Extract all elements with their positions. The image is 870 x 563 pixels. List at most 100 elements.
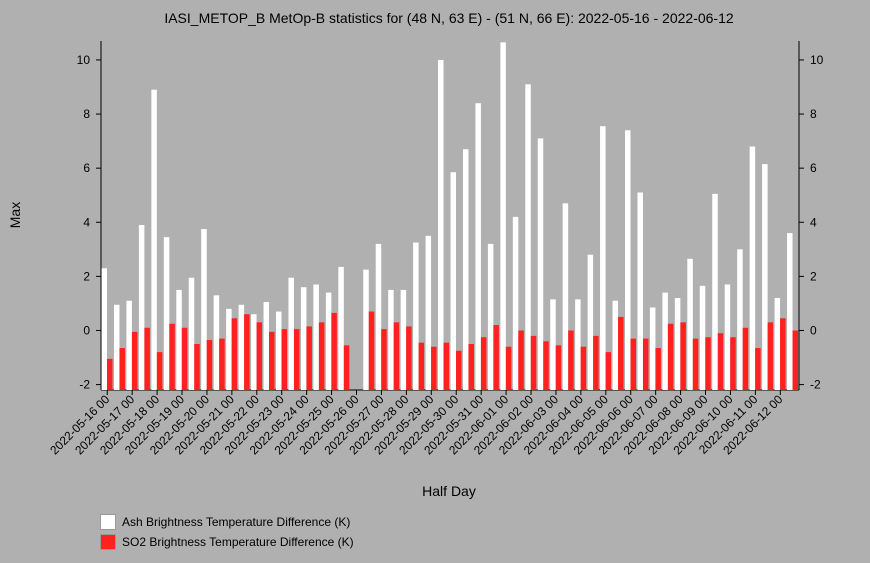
bar-so2 [468, 344, 474, 390]
bar-ash [338, 266, 344, 390]
chart-title: IASI_METOP_B MetOp-B statistics for (48 … [164, 10, 734, 26]
bar-ash [288, 277, 294, 390]
bar-ash [400, 289, 407, 390]
bar-so2 [680, 322, 686, 390]
bar-ash [251, 314, 257, 390]
bar-so2 [580, 346, 587, 390]
bar-so2 [792, 330, 799, 390]
y-tick-label-left: 6 [83, 161, 90, 175]
bar-ash [413, 242, 419, 390]
bar-so2 [368, 311, 375, 390]
bar-so2 [593, 335, 599, 390]
bar-ash [637, 192, 643, 390]
bar-so2 [780, 318, 786, 390]
legend: Ash Brightness Temperature Difference (K… [100, 512, 354, 552]
y-tick-label-right: 4 [810, 215, 817, 229]
legend-label-ash: Ash Brightness Temperature Difference (K… [122, 515, 351, 529]
bar-so2 [181, 327, 188, 390]
y-tick-label-left: 0 [83, 323, 90, 337]
bar-so2 [269, 331, 275, 390]
legend-item-so2: SO2 Brightness Temperature Difference (K… [100, 532, 354, 552]
bar-so2 [605, 352, 612, 390]
legend-label-so2: SO2 Brightness Temperature Difference (K… [122, 535, 354, 549]
bar-so2 [667, 323, 674, 390]
bar-so2 [406, 326, 412, 390]
bar-so2 [244, 314, 250, 390]
bar-so2 [642, 338, 649, 390]
bar-so2 [194, 344, 200, 390]
bar-so2 [231, 318, 238, 390]
y-tick-label-right: 6 [810, 161, 817, 175]
bar-ash [774, 298, 781, 390]
bar-ash [500, 42, 506, 390]
y-tick-label-right: 2 [810, 269, 817, 283]
bar-so2 [543, 341, 549, 390]
bar-so2 [717, 333, 724, 390]
bar-ash [525, 84, 531, 391]
bar-ash [712, 193, 718, 390]
bar-so2 [293, 329, 300, 390]
bar-so2 [343, 345, 350, 390]
bar-so2 [767, 322, 774, 390]
bar-ash [587, 254, 594, 390]
x-axis-title: Half Day [422, 483, 476, 499]
bar-so2 [618, 316, 624, 390]
bar-so2 [443, 342, 450, 390]
bar-ash [300, 287, 307, 390]
bar-ash [562, 203, 569, 390]
bar-so2 [107, 358, 113, 390]
bar-so2 [568, 330, 574, 390]
bar-ash [625, 130, 631, 391]
bar-ash [612, 300, 619, 390]
y-tick-label-right: -2 [810, 378, 821, 392]
bar-ash [450, 172, 456, 390]
bar-ash [113, 304, 120, 390]
bar-so2 [393, 322, 400, 390]
y-tick-label-left: 10 [77, 53, 91, 67]
bar-so2 [480, 337, 487, 390]
bar-ash [724, 284, 731, 390]
bar-so2 [169, 323, 175, 390]
bar-ash [475, 103, 481, 391]
bar-ash [699, 285, 706, 390]
bar-ash [438, 59, 444, 390]
bar-ash [649, 307, 656, 390]
y-axis-title: Max [7, 202, 23, 228]
bar-so2 [692, 338, 699, 390]
bar-ash [600, 126, 606, 390]
bar-so2 [456, 350, 462, 390]
legend-swatch-so2 [100, 534, 116, 550]
bar-ash [176, 289, 182, 390]
bar-so2 [518, 330, 524, 390]
bar-so2 [431, 346, 437, 390]
y-tick-label-left: 2 [83, 269, 90, 283]
bar-ash [674, 298, 681, 390]
bar-ash [213, 295, 220, 390]
bar-ash [662, 292, 668, 390]
bars [101, 42, 799, 391]
y-tick-label-right: 8 [810, 107, 817, 121]
bar-so2 [156, 352, 163, 390]
bar-ash [687, 258, 693, 390]
y-tick-label-right: 0 [810, 323, 817, 337]
bar-ash [749, 146, 756, 390]
bar-ash [126, 300, 132, 390]
bar-ash [537, 138, 544, 390]
bar-so2 [755, 348, 761, 390]
bar-so2 [742, 327, 749, 390]
bar-ash [276, 311, 282, 390]
bar-so2 [256, 322, 263, 390]
bar-so2 [730, 337, 736, 390]
bar-ash [188, 277, 195, 390]
bar-so2 [555, 345, 562, 390]
bar-so2 [318, 322, 325, 390]
bar-ash [425, 235, 432, 390]
bar-ash [550, 299, 556, 390]
y-tick-label-left: -2 [79, 378, 90, 392]
bar-ash [151, 89, 157, 390]
bar-ash [487, 243, 494, 390]
bar-so2 [119, 348, 125, 390]
bar-ash [263, 302, 270, 390]
bar-so2 [381, 329, 387, 390]
